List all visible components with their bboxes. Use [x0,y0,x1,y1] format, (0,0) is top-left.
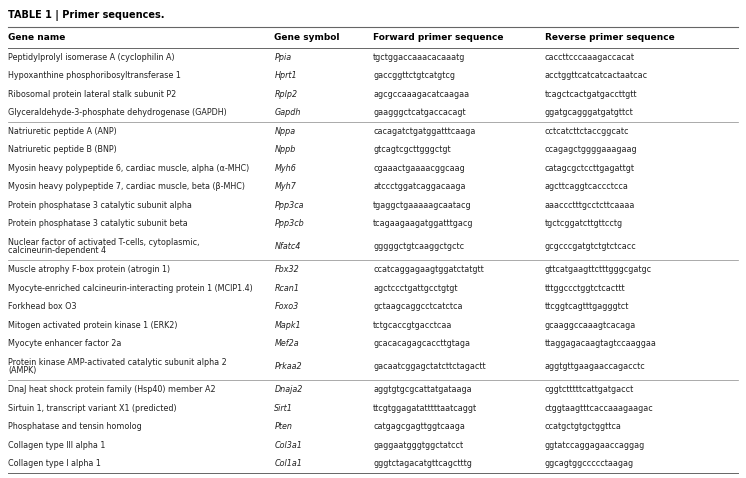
Text: ggcagtggccccctaagag: ggcagtggccccctaagag [545,459,633,468]
Text: Myosin heavy polypeptide 7, cardiac muscle, beta (β-MHC): Myosin heavy polypeptide 7, cardiac musc… [8,182,245,191]
Text: Forward primer sequence: Forward primer sequence [373,33,504,43]
Text: ccatcaggagaagtggatctatgtt: ccatcaggagaagtggatctatgtt [373,265,483,274]
Text: Natriuretic peptide A (ANP): Natriuretic peptide A (ANP) [8,127,117,136]
Text: tctgcaccgtgacctcaa: tctgcaccgtgacctcaa [373,321,452,330]
Text: ctggtaagtttcaccaaagaagac: ctggtaagtttcaccaaagaagac [545,404,653,413]
Text: Forkhead box O3: Forkhead box O3 [8,302,77,311]
Text: agcgccaaagacatcaagaa: agcgccaaagacatcaagaa [373,90,469,99]
Text: (AMPK): (AMPK) [8,366,37,375]
Text: Protein kinase AMP-activated catalytic subunit alpha 2: Protein kinase AMP-activated catalytic s… [8,358,227,367]
Text: atccctggatcaggacaaga: atccctggatcaggacaaga [373,182,466,191]
Text: tcagaagaagatggatttgacg: tcagaagaagatggatttgacg [373,219,474,228]
Text: cggtctttttcattgatgacct: cggtctttttcattgatgacct [545,385,634,394]
Text: gggggctgtcaaggctgctc: gggggctgtcaaggctgctc [373,242,464,251]
Text: Sirtuin 1, transcript variant X1 (predicted): Sirtuin 1, transcript variant X1 (predic… [8,404,177,413]
Text: Phosphatase and tensin homolog: Phosphatase and tensin homolog [8,422,142,431]
Text: Nppb: Nppb [275,145,296,154]
Text: ccatgctgtgctggttca: ccatgctgtgctggttca [545,422,621,431]
Text: gttcatgaagttctttgggcgatgc: gttcatgaagttctttgggcgatgc [545,265,652,274]
Text: ggatgcagggatgatgttct: ggatgcagggatgatgttct [545,108,633,117]
Text: Collagen type I alpha 1: Collagen type I alpha 1 [8,459,101,468]
Text: Myh7: Myh7 [275,182,296,191]
Text: Dnaja2: Dnaja2 [275,385,303,394]
Text: catagcgctccttgagattgt: catagcgctccttgagattgt [545,164,635,173]
Text: tcagctcactgatgaccttgtt: tcagctcactgatgaccttgtt [545,90,637,99]
Text: Prkaa2: Prkaa2 [275,362,302,371]
Text: Mef2a: Mef2a [275,339,299,348]
Text: Glyceraldehyde-3-phosphate dehydrogenase (GAPDH): Glyceraldehyde-3-phosphate dehydrogenase… [8,108,227,117]
Text: ttcgtggagatatttttaatcaggt: ttcgtggagatatttttaatcaggt [373,404,477,413]
Text: caccttcccaaagaccacat: caccttcccaaagaccacat [545,53,635,62]
Text: Hypoxanthine phosphoribosyltransferase 1: Hypoxanthine phosphoribosyltransferase 1 [8,71,181,80]
Text: tgctcggatcttgttcctg: tgctcggatcttgttcctg [545,219,623,228]
Text: gaccggttctgtcatgtcg: gaccggttctgtcatgtcg [373,71,455,80]
Text: Myh6: Myh6 [275,164,296,173]
Text: Mapk1: Mapk1 [275,321,301,330]
Text: Gene symbol: Gene symbol [275,33,340,43]
Text: Myocyte enhancer factor 2a: Myocyte enhancer factor 2a [8,339,122,348]
Text: ccagagctggggaaagaag: ccagagctggggaaagaag [545,145,637,154]
Text: Rplp2: Rplp2 [275,90,298,99]
Text: Ppp3cb: Ppp3cb [275,219,304,228]
Text: gaggaatgggtggctatcct: gaggaatgggtggctatcct [373,441,463,450]
Text: Myosin heavy polypeptide 6, cardiac muscle, alpha (α-MHC): Myosin heavy polypeptide 6, cardiac musc… [8,164,249,173]
Text: Natriuretic peptide B (BNP): Natriuretic peptide B (BNP) [8,145,117,154]
Text: tgaggctgaaaaagcaatacg: tgaggctgaaaaagcaatacg [373,201,471,210]
Text: aggtgttgaagaaccagacctc: aggtgttgaagaaccagacctc [545,362,645,371]
Text: tgctggaccaaacacaaatg: tgctggaccaaacacaaatg [373,53,466,62]
Text: Myocyte-enriched calcineurin-interacting protein 1 (MCIP1.4): Myocyte-enriched calcineurin-interacting… [8,284,253,293]
Text: Hprt1: Hprt1 [275,71,297,80]
Text: cgaaactgaaaacggcaag: cgaaactgaaaacggcaag [373,164,465,173]
Text: Gapdh: Gapdh [275,108,301,117]
Text: tttggccctggtctcacttt: tttggccctggtctcacttt [545,284,625,293]
Text: gggtctagacatgttcagctttg: gggtctagacatgttcagctttg [373,459,472,468]
Text: Muscle atrophy F-box protein (atrogin 1): Muscle atrophy F-box protein (atrogin 1) [8,265,170,274]
Text: gcacacagagcaccttgtaga: gcacacagagcaccttgtaga [373,339,470,348]
Text: ttaggagacaagtagtccaaggaa: ttaggagacaagtagtccaaggaa [545,339,656,348]
Text: cacagatctgatggatttcaaga: cacagatctgatggatttcaaga [373,127,475,136]
Text: Ppp3ca: Ppp3ca [275,201,304,210]
Text: Nfatc4: Nfatc4 [275,242,301,251]
Text: DnaJ heat shock protein family (Hsp40) member A2: DnaJ heat shock protein family (Hsp40) m… [8,385,216,394]
Text: Nppa: Nppa [275,127,295,136]
Text: calcineurin-dependent 4: calcineurin-dependent 4 [8,246,106,255]
Text: Protein phosphatase 3 catalytic subunit beta: Protein phosphatase 3 catalytic subunit … [8,219,188,228]
Text: Rcan1: Rcan1 [275,284,299,293]
Text: acctggttcatcatcactaatcac: acctggttcatcatcactaatcac [545,71,648,80]
Text: TABLE 1 | Primer sequences.: TABLE 1 | Primer sequences. [8,10,165,21]
Text: aggtgtgcgcattatgataaga: aggtgtgcgcattatgataaga [373,385,471,394]
Text: Ppia: Ppia [275,53,292,62]
Text: agctccctgattgcctgtgt: agctccctgattgcctgtgt [373,284,457,293]
Text: Peptidylprolyl isomerase A (cyclophilin A): Peptidylprolyl isomerase A (cyclophilin … [8,53,175,62]
Text: gtcagtcgcttgggctgt: gtcagtcgcttgggctgt [373,145,451,154]
Text: ttcggtcagtttgagggtct: ttcggtcagtttgagggtct [545,302,629,311]
Text: cctcatcttctaccggcatc: cctcatcttctaccggcatc [545,127,629,136]
Text: Sirt1: Sirt1 [275,404,293,413]
Text: Fbx32: Fbx32 [275,265,299,274]
Text: aaaccctttgcctcttcaaaa: aaaccctttgcctcttcaaaa [545,201,635,210]
Text: Reverse primer sequence: Reverse primer sequence [545,33,674,43]
Text: gacaatcggagctatcttctagactt: gacaatcggagctatcttctagactt [373,362,486,371]
Text: catgagcgagttggtcaaga: catgagcgagttggtcaaga [373,422,465,431]
Text: Nuclear factor of activated T-cells, cytoplasmic,: Nuclear factor of activated T-cells, cyt… [8,238,199,247]
Text: Col3a1: Col3a1 [275,441,302,450]
Text: Gene name: Gene name [8,33,66,43]
Text: Protein phosphatase 3 catalytic subunit alpha: Protein phosphatase 3 catalytic subunit … [8,201,192,210]
Text: gaagggctcatgaccacagt: gaagggctcatgaccacagt [373,108,466,117]
Text: Col1a1: Col1a1 [275,459,302,468]
Text: Mitogen activated protein kinase 1 (ERK2): Mitogen activated protein kinase 1 (ERK2… [8,321,178,330]
Text: gcgcccgatgtctgtctcacc: gcgcccgatgtctgtctcacc [545,242,636,251]
Text: Collagen type III alpha 1: Collagen type III alpha 1 [8,441,105,450]
Text: Foxo3: Foxo3 [275,302,298,311]
Text: ggtatccaggagaaccaggag: ggtatccaggagaaccaggag [545,441,645,450]
Text: gctaagcaggcctcatctca: gctaagcaggcctcatctca [373,302,463,311]
Text: agcttcaggtcaccctcca: agcttcaggtcaccctcca [545,182,628,191]
Text: Pten: Pten [275,422,292,431]
Text: Ribosomal protein lateral stalk subunit P2: Ribosomal protein lateral stalk subunit … [8,90,176,99]
Text: gcaaggccaaagtcacaga: gcaaggccaaagtcacaga [545,321,636,330]
